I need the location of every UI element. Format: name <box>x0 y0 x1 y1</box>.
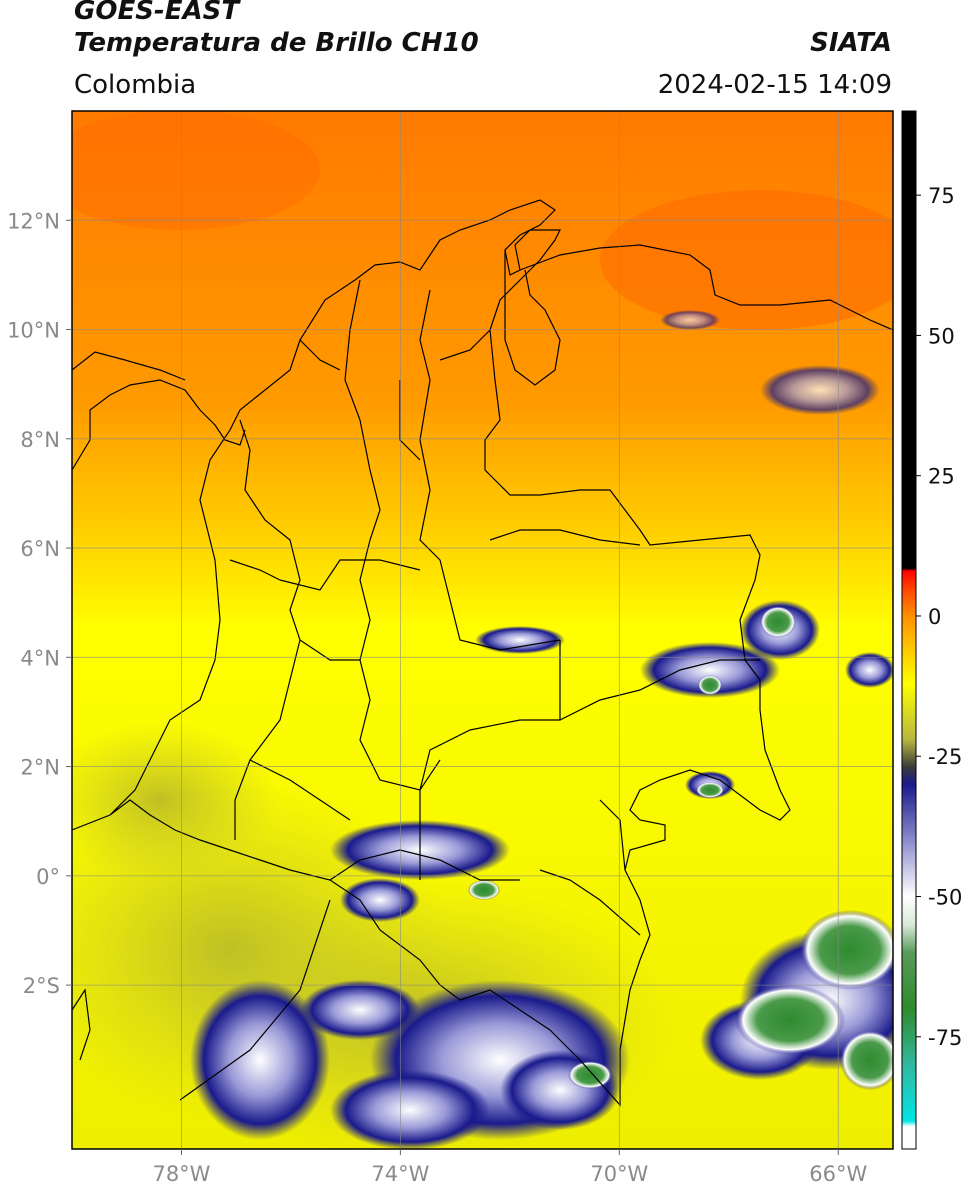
satellite-title: GOES-EAST <box>74 0 240 26</box>
lat-tick-label: 2°S <box>23 974 60 998</box>
lat-tick-label: 6°N <box>20 537 60 561</box>
colorbar-tick-label: -25 <box>928 745 962 769</box>
lon-tick-label: 66°W <box>809 1162 867 1186</box>
datetime-label: 2024-02-15 14:09 <box>657 70 892 100</box>
cloud-systems <box>190 310 893 1149</box>
longitude-ticks: 78°W 74°W 70°W 66°W <box>152 1149 867 1186</box>
colorbar-tick-label: 50 <box>928 324 955 348</box>
lat-tick-label: 8°N <box>20 428 60 452</box>
region-label: Colombia <box>74 70 197 100</box>
institution-label: SIATA <box>810 28 892 58</box>
colorbar-tick-label: 0 <box>928 605 941 629</box>
colorbar: 75 50 25 0 -25 -50 -75 <box>901 110 962 1150</box>
lat-tick-label: 12°N <box>7 209 60 233</box>
lat-tick-label: 10°N <box>7 319 60 343</box>
lon-tick-label: 78°W <box>152 1162 210 1186</box>
colorbar-scale <box>901 110 917 1150</box>
lat-tick-label: 4°N <box>20 646 60 670</box>
lon-tick-label: 74°W <box>371 1162 429 1186</box>
gridlines <box>72 111 893 1149</box>
colorbar-tick-label: 25 <box>928 465 955 489</box>
colorbar-tick-label: -50 <box>928 886 962 910</box>
latitude-ticks: 12°N 10°N 8°N 6°N 4°N 2°N 0° 2°S <box>7 209 72 998</box>
colorbar-tick-label: 75 <box>928 184 955 208</box>
colorbar-ticks: 75 50 25 0 -25 -50 -75 <box>916 184 962 1050</box>
lat-tick-label: 2°N <box>20 756 60 780</box>
product-title: Temperatura de Brillo CH10 <box>74 28 479 58</box>
lon-tick-label: 70°W <box>590 1162 648 1186</box>
lat-tick-label: 0° <box>36 865 60 889</box>
colorbar-tick-label: -75 <box>928 1026 962 1050</box>
map-frame <box>71 110 894 1150</box>
brightness-temperature-field <box>72 111 893 1149</box>
